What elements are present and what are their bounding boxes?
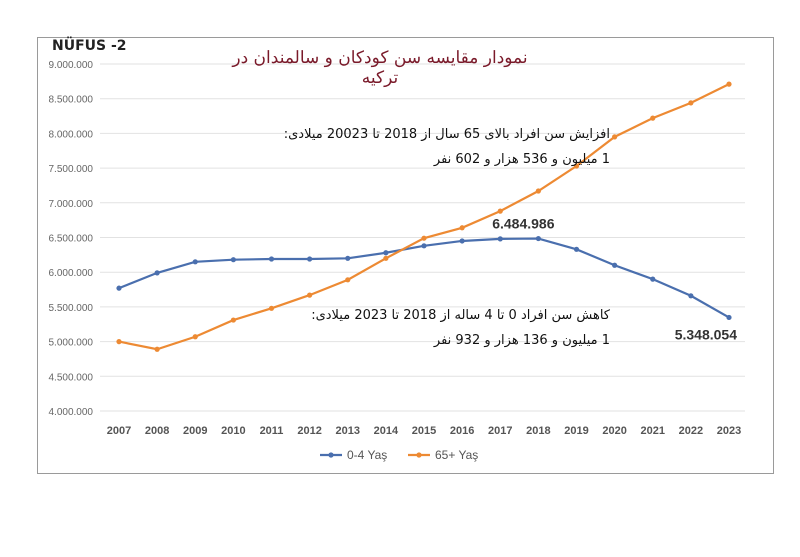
data-label: 6.484.986 [492, 216, 554, 232]
data-point [192, 334, 198, 340]
y-tick-label: 4.500.000 [49, 372, 94, 383]
x-tick-label: 2009 [183, 425, 207, 437]
legend-label: 0-4 Yaş [347, 448, 387, 462]
x-tick-label: 2007 [107, 425, 131, 437]
data-point [726, 314, 732, 321]
annotation-elderly-line1: افزایش سن افراد بالای 65 سال از 2018 تا … [283, 127, 610, 142]
data-point [421, 243, 427, 249]
y-tick-label: 8.000.000 [49, 129, 94, 140]
data-point [345, 255, 351, 261]
y-tick-label: 4.000.000 [49, 407, 94, 418]
x-tick-label: 2022 [679, 425, 703, 437]
data-point [573, 246, 580, 252]
data-point [726, 81, 732, 87]
y-tick-label: 9.000.000 [49, 60, 94, 71]
data-point [154, 346, 160, 352]
x-tick-label: 2014 [374, 425, 399, 437]
y-tick-label: 5.000.000 [49, 338, 94, 349]
data-label: 5.348.054 [675, 326, 737, 342]
data-point [688, 100, 694, 106]
data-point [116, 339, 122, 345]
x-tick-label: 2019 [564, 425, 588, 437]
legend-label: 65+ Yaş [435, 448, 478, 462]
x-tick-label: 2015 [412, 425, 436, 437]
x-tick-label: 2021 [641, 425, 665, 437]
legend-marker [416, 452, 422, 458]
y-tick-label: 7.000.000 [49, 199, 94, 210]
y-tick-label: 7.500.000 [49, 164, 94, 175]
data-point [535, 235, 541, 242]
annotation-elderly: افزایش سن افراد بالای 65 سال از 2018 تا … [284, 122, 610, 172]
x-tick-label: 2018 [526, 425, 550, 437]
x-tick-label: 2012 [297, 425, 321, 437]
data-point [116, 285, 122, 291]
data-point [612, 262, 618, 268]
data-point [230, 317, 236, 323]
x-tick-label: 2008 [145, 425, 169, 437]
data-point [383, 250, 389, 256]
x-tick-label: 2016 [450, 425, 474, 437]
data-point [230, 257, 236, 263]
annotation-children: کاهش سن افراد 0 تا 4 ساله از 2018 تا 202… [311, 303, 610, 353]
x-tick-label: 2013 [336, 425, 360, 437]
x-tick-label: 2017 [488, 425, 512, 437]
corner-label: NÜFUS -2 [52, 38, 127, 54]
data-point [154, 270, 160, 276]
data-point [383, 255, 389, 261]
x-tick-label: 2023 [717, 425, 741, 437]
x-tick-label: 2011 [260, 425, 284, 437]
annotation-children-line1: کاهش سن افراد 0 تا 4 ساله از 2018 تا 202… [311, 308, 610, 323]
data-point [345, 277, 351, 283]
data-point [650, 276, 656, 282]
data-point [459, 238, 465, 244]
data-point [268, 256, 275, 262]
data-point [612, 134, 618, 140]
y-tick-label: 5.500.000 [49, 303, 94, 314]
y-tick-label: 8.500.000 [49, 95, 94, 106]
data-point [688, 293, 694, 299]
data-point [459, 225, 465, 231]
y-tick-label: 6.000.000 [49, 268, 94, 279]
data-point [535, 188, 541, 194]
data-point [497, 208, 503, 214]
y-tick-label: 6.500.000 [49, 234, 94, 245]
data-point [268, 305, 275, 311]
data-point [307, 292, 313, 298]
x-tick-label: 2010 [221, 425, 245, 437]
data-point [497, 236, 503, 242]
data-point [307, 256, 313, 262]
legend-marker [328, 452, 334, 458]
data-point [192, 259, 198, 265]
x-tick-label: 2020 [602, 425, 626, 437]
chart-title: نمودار مقایسه سن کودکان و سالمندان در تر… [232, 48, 528, 88]
annotation-children-line2: 1 میلیون و 136 هزار و 932 نفر [433, 333, 610, 348]
data-point [573, 163, 580, 169]
data-point [421, 235, 427, 241]
annotation-elderly-line2: 1 میلیون و 536 هزار و 602 نفر [433, 152, 610, 167]
data-point [650, 115, 656, 121]
chart-frame [37, 37, 774, 474]
